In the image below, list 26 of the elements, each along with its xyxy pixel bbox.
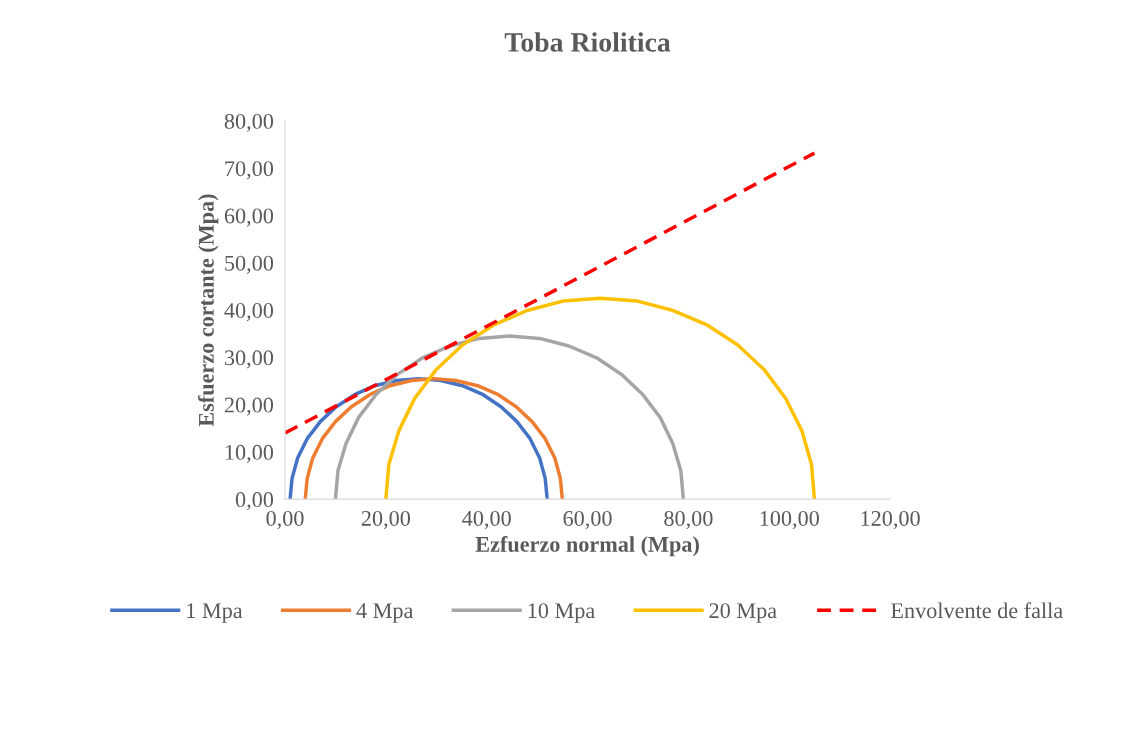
- y-tick-label: 80,00: [224, 113, 274, 133]
- legend-label: 4 Mpa: [356, 603, 414, 623]
- y-tick-label: 70,00: [225, 161, 274, 180]
- y-tick-label: 30,00: [224, 350, 274, 369]
- y-tick-label: 50,00: [225, 255, 274, 274]
- x-tick-label: 40,00: [462, 510, 511, 530]
- x-tick-label: 60,00: [563, 510, 612, 530]
- legend-label: 10 Mpa: [528, 603, 595, 623]
- y-tick-label: 60,00: [224, 208, 274, 227]
- y-tick-label: 40,00: [224, 302, 274, 322]
- y-tick-label: 10,00: [225, 444, 274, 464]
- x-tick-label: 0,00: [266, 510, 304, 530]
- y-tick-label: 0,00: [235, 492, 274, 511]
- x-tick-label: 20,00: [361, 510, 411, 530]
- x-tick-label: 100,00: [760, 510, 819, 530]
- y-tick-label: 20,00: [224, 397, 274, 416]
- chart-title: Toba Riolitica: [504, 32, 671, 52]
- legend-label: Envolvente de falla: [891, 602, 1063, 619]
- line-series: [384, 296, 817, 500]
- x-tick-label: 120,00: [861, 510, 920, 530]
- legend-label: 20 Mpa: [709, 603, 777, 623]
- x-tick-label: 80,00: [664, 510, 713, 530]
- y-axis-title: Esfuerzo cortante (Mpa): [197, 194, 219, 427]
- legend-label: 1 Mpa: [187, 603, 243, 623]
- line-series: [333, 334, 686, 500]
- x-axis-title: Ezfuerzo normal (Mpa): [475, 535, 699, 557]
